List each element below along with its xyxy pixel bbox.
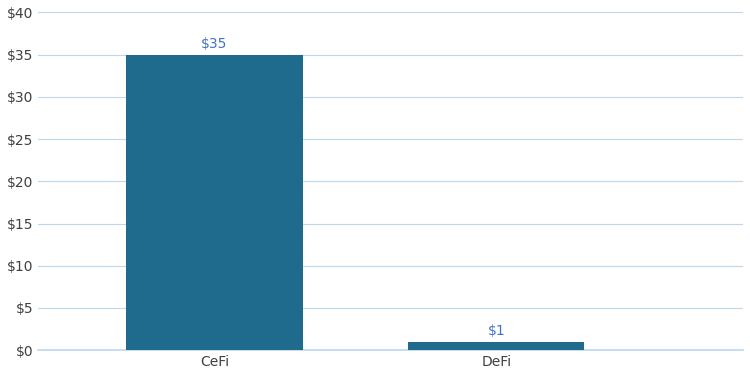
Bar [127,55,302,350]
Bar [408,342,584,350]
Text: $1: $1 [488,324,506,338]
Text: $35: $35 [201,37,228,51]
